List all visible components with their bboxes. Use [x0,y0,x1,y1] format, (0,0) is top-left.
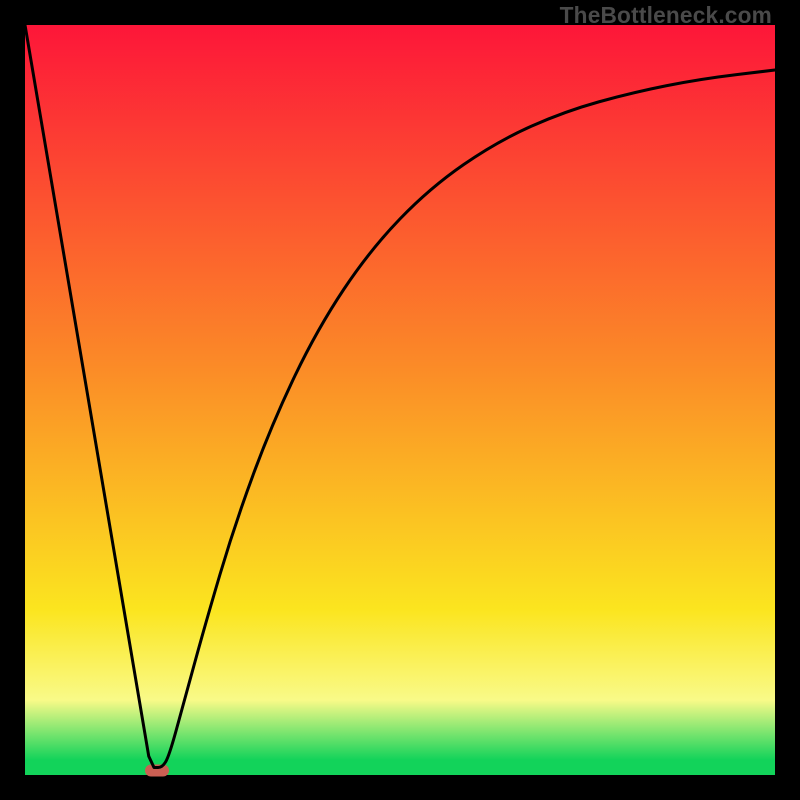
plot-area [25,25,775,775]
bottleneck-curve [25,25,775,768]
chart-svg [25,25,775,775]
chart-frame: TheBottleneck.com [0,0,800,800]
